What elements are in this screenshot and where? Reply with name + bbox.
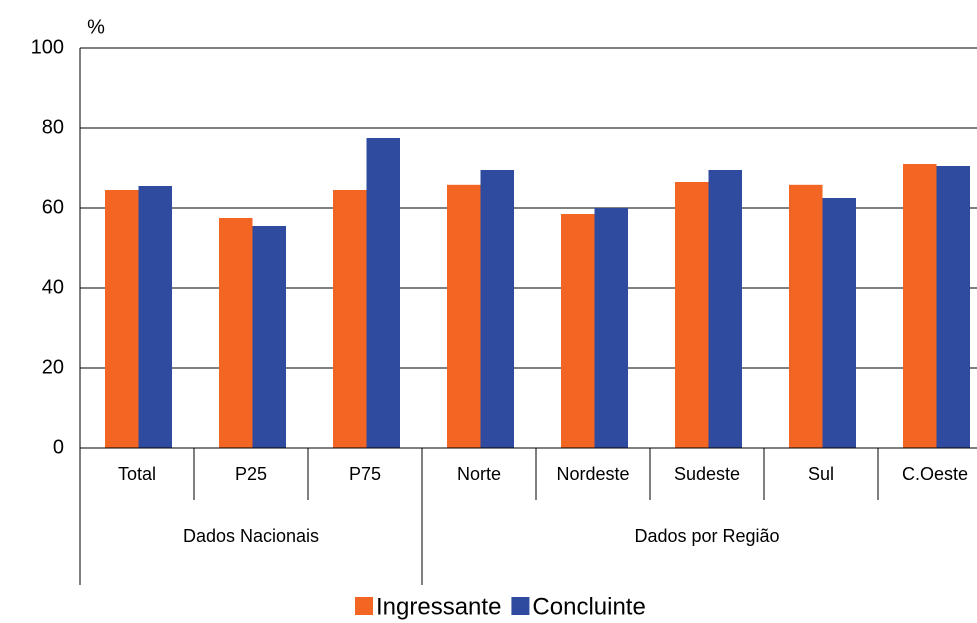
bar	[138, 186, 172, 448]
y-tick-label: 20	[42, 356, 64, 378]
bar	[936, 166, 970, 448]
legend-label: Concluinte	[532, 593, 645, 620]
group-label: Dados por Região	[634, 526, 779, 546]
x-tick-label: C.Oeste	[902, 464, 968, 484]
x-tick-label: Sudeste	[674, 464, 740, 484]
x-tick-label: Norte	[457, 464, 501, 484]
x-tick-label: P25	[235, 464, 267, 484]
bar	[675, 182, 709, 448]
bar	[789, 184, 823, 449]
y-tick-label: 40	[42, 276, 64, 298]
bar	[219, 218, 253, 448]
y-tick-label: 100	[31, 36, 64, 58]
bar	[105, 190, 139, 448]
y-tick-label: 0	[53, 436, 64, 458]
legend-swatch	[511, 597, 530, 615]
x-tick-label: Nordeste	[556, 464, 629, 484]
legend-label: Ingressante	[376, 593, 501, 620]
legend-swatch	[355, 597, 373, 615]
bar	[561, 214, 595, 448]
bar	[822, 198, 856, 448]
bar	[252, 226, 286, 448]
x-tick-label: P75	[349, 464, 381, 484]
y-tick-label: 60	[42, 196, 64, 218]
bar	[903, 164, 937, 448]
bar	[594, 208, 628, 448]
bar	[366, 138, 400, 448]
group-label: Dados Nacionais	[183, 526, 319, 546]
x-tick-label: Total	[118, 464, 156, 484]
bar	[447, 184, 481, 449]
bar	[333, 190, 367, 448]
y-tick-label: 80	[42, 116, 64, 138]
x-tick-label: Sul	[808, 464, 834, 484]
bar	[708, 170, 742, 448]
bar	[480, 170, 514, 448]
y-axis-label: %	[87, 16, 105, 38]
